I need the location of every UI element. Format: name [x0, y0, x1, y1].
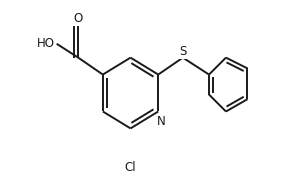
- Text: O: O: [74, 12, 83, 25]
- Text: HO: HO: [37, 37, 55, 50]
- Text: Cl: Cl: [125, 161, 136, 174]
- Text: N: N: [157, 115, 166, 128]
- Text: S: S: [179, 45, 187, 58]
